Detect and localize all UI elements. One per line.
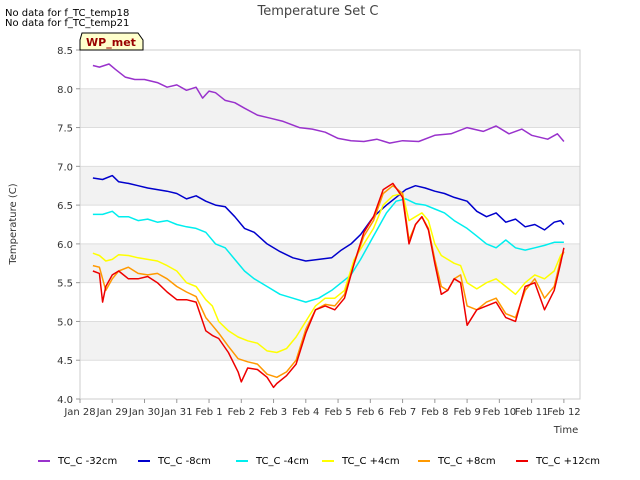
y-tick-label: 7.0 [57,162,73,173]
background-band [80,166,580,206]
x-tick-label: Feb 6 [357,407,384,418]
background-band [80,321,580,361]
series-line-3 [92,192,565,354]
x-tick-label: Jan 30 [128,407,160,418]
y-tick-label: 4.0 [57,395,73,406]
series-line-1 [92,174,565,262]
y-tick-label: 6.5 [57,201,73,212]
x-tick-label: Jan 29 [96,407,128,418]
background-band [80,243,580,283]
series-line-5 [92,182,565,389]
no-data-note-1: No data for f_TC_temp18 [5,8,130,19]
x-tick-label: Feb 8 [421,407,448,418]
x-tick-label: Feb 4 [292,407,319,418]
legend-label: TC_C -8cm [157,456,211,467]
x-tick-label: Feb 5 [324,407,351,418]
site-label: WP_met [86,36,136,49]
chart-title: Temperature Set C [256,4,378,19]
no-data-note-2: No data for f_TC_temp21 [5,18,130,29]
legend-label: TC_C +4cm [341,456,400,467]
legend-label: TC_C +12cm [535,456,600,467]
legend-label: TC_C -32cm [57,456,117,467]
series-line-2 [92,198,564,303]
legend: TC_C -32cm TC_C -8cm TC_C -4cm TC_C +4cm TC_… [38,456,600,467]
x-tick-label: Feb 3 [260,407,287,418]
x-tick-label: Feb 10 [483,407,517,418]
legend-label: TC_C -4cm [255,456,309,467]
x-tick-label: Feb 11 [515,407,549,418]
x-tick-label: Feb 2 [228,407,255,418]
background-band [80,88,580,128]
x-tick-label: Feb 12 [547,407,581,418]
y-tick-label: 6.0 [57,240,73,251]
y-tick-label: 8.5 [57,46,73,57]
x-tick-label: Feb 1 [195,407,222,418]
x-tick-label: Feb 9 [453,407,480,418]
x-tick-label: Jan 31 [160,407,192,418]
site-label-box: WP_met [79,32,144,51]
legend-label: TC_C +8cm [437,456,496,467]
y-tick-label: 7.5 [57,124,73,135]
x-tick-label: Feb 7 [389,407,416,418]
y-tick-label: 5.5 [57,279,73,290]
y-tick-label: 4.5 [57,356,73,367]
x-axis-label: Time [553,425,578,436]
x-tick-label: Jan 28 [63,407,95,418]
y-tick-label: 8.0 [57,85,73,96]
plot-area [79,49,581,400]
series-line-0 [92,63,565,144]
y-tick-label: 5.0 [57,317,73,328]
y-axis-label: Temperature (C) [8,183,19,265]
series-line-4 [92,184,565,379]
